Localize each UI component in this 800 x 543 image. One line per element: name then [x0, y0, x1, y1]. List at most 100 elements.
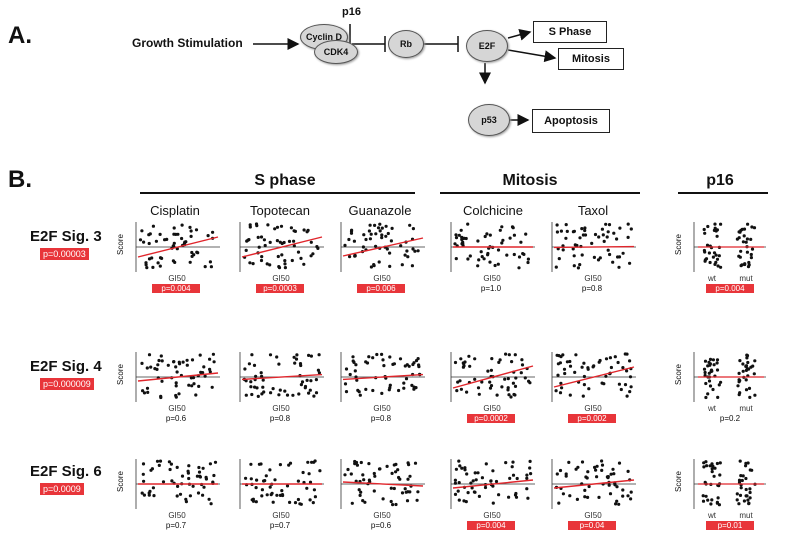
- data-point: [594, 468, 598, 472]
- data-point: [716, 395, 720, 399]
- data-point: [617, 265, 621, 269]
- data-point: [265, 493, 269, 497]
- data-point: [357, 390, 361, 394]
- regression-line: [241, 373, 323, 381]
- data-point: [208, 462, 212, 466]
- data-point: [573, 370, 577, 374]
- data-point: [372, 471, 376, 476]
- data-point: [702, 465, 706, 469]
- data-point: [296, 497, 300, 502]
- data-point: [526, 260, 530, 265]
- data-point: [367, 462, 371, 466]
- data-point: [749, 252, 753, 257]
- data-point: [261, 385, 265, 389]
- data-point: [528, 381, 532, 385]
- data-point: [394, 470, 398, 474]
- data-point: [158, 256, 163, 260]
- data-point: [706, 392, 710, 396]
- data-point: [283, 266, 287, 270]
- data-point: [194, 393, 198, 397]
- data-point: [528, 466, 532, 470]
- data-point: [172, 241, 176, 245]
- data-point: [141, 472, 145, 476]
- data-point: [256, 235, 260, 239]
- data-point: [626, 222, 630, 226]
- data-point: [703, 480, 707, 484]
- data-point: [715, 257, 720, 261]
- data-point: [146, 390, 150, 394]
- x-axis-label: GI50: [483, 404, 501, 413]
- data-point: [163, 238, 167, 242]
- data-point: [389, 486, 393, 490]
- data-point: [480, 255, 484, 259]
- data-point: [608, 252, 612, 257]
- data-point: [362, 478, 366, 482]
- data-point: [308, 498, 312, 502]
- data-point: [572, 229, 576, 233]
- data-point: [377, 260, 381, 264]
- data-point: [600, 459, 604, 463]
- data-point: [563, 371, 567, 376]
- data-point: [522, 252, 526, 256]
- data-point: [189, 229, 193, 233]
- data-point: [467, 354, 471, 358]
- regression-line: [553, 366, 635, 388]
- data-point: [742, 499, 746, 503]
- data-point: [747, 501, 751, 505]
- data-point: [203, 374, 207, 378]
- data-point: [268, 468, 272, 472]
- data-point: [737, 393, 741, 397]
- data-point: [457, 498, 461, 502]
- data-point: [473, 377, 477, 381]
- data-point: [703, 258, 707, 262]
- data-point: [507, 353, 511, 357]
- data-point: [145, 266, 149, 270]
- p-value-badge: p=0.01: [706, 521, 754, 530]
- data-point: [367, 478, 371, 482]
- data-point: [591, 365, 595, 369]
- data-point: [513, 353, 517, 357]
- data-point: [558, 391, 563, 395]
- data-point: [148, 232, 152, 236]
- data-point: [171, 244, 175, 248]
- scatter-plot-taxol-row3: [551, 459, 636, 509]
- data-point: [209, 265, 213, 269]
- data-point: [208, 260, 212, 264]
- x-axis-label: GI50: [272, 274, 290, 283]
- data-point: [192, 382, 196, 386]
- data-point: [625, 369, 629, 373]
- data-point: [506, 377, 510, 381]
- data-point: [190, 384, 194, 388]
- data-point: [595, 475, 599, 479]
- data-point: [500, 241, 504, 245]
- data-point: [747, 367, 751, 371]
- data-point: [511, 460, 515, 464]
- data-point: [386, 231, 390, 236]
- p16-x-label: mut: [739, 274, 753, 283]
- data-point: [392, 362, 396, 366]
- data-point: [717, 383, 721, 387]
- data-point: [528, 459, 532, 463]
- data-point: [177, 392, 181, 396]
- data-point: [384, 234, 388, 238]
- data-point: [309, 240, 313, 244]
- data-point: [159, 395, 163, 400]
- data-point: [488, 386, 493, 390]
- data-point: [309, 254, 313, 258]
- data-point: [153, 367, 157, 371]
- data-point: [712, 363, 716, 367]
- data-point: [388, 264, 392, 268]
- data-point: [206, 234, 210, 238]
- data-point: [361, 245, 365, 249]
- data-point: [744, 487, 748, 492]
- data-point: [298, 362, 303, 366]
- data-point: [744, 388, 749, 392]
- data-point: [503, 377, 507, 381]
- data-point: [385, 464, 389, 468]
- data-point: [243, 367, 247, 371]
- data-point: [273, 227, 277, 231]
- data-point: [380, 233, 384, 237]
- p16-x-label: wt: [708, 274, 716, 283]
- data-point: [602, 239, 606, 243]
- data-point: [583, 228, 587, 233]
